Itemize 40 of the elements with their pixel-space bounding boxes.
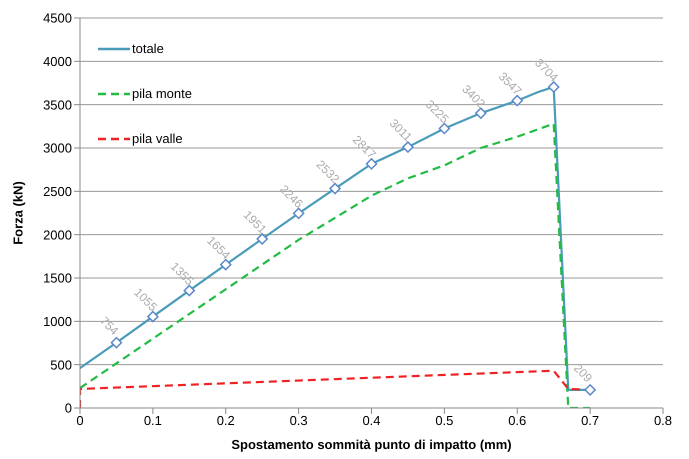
x-tick-label: 0.4: [362, 413, 381, 428]
point: [475, 107, 487, 119]
point: [366, 158, 378, 170]
point: [110, 336, 122, 348]
x-tick-label: 0.8: [654, 413, 672, 428]
x-tick-label: 0.1: [144, 413, 162, 428]
x-tick-label: 0.3: [290, 413, 308, 428]
y-tick-label: 3000: [43, 140, 72, 156]
y-axis-title: Forza (kN): [10, 181, 26, 245]
point: [402, 141, 414, 153]
x-axis-title: Spostamento sommità punto di impatto (mm): [231, 437, 512, 452]
point: [512, 94, 523, 106]
point: [184, 284, 196, 296]
y-tick-label: 500: [50, 357, 72, 372]
point: [548, 81, 560, 93]
x-tick-label: 0.2: [216, 413, 235, 428]
legend-label: pila monte: [132, 86, 192, 101]
y-tick-label: 1000: [43, 314, 72, 329]
y-tick-label: 3500: [43, 97, 72, 112]
legend-label: totale: [132, 41, 164, 56]
data-label: 209: [570, 361, 596, 386]
point: [292, 208, 304, 220]
y-tick-label: 4500: [43, 10, 72, 26]
y-tick-label: 2000: [43, 227, 72, 242]
x-tick-label: 0.5: [435, 413, 454, 428]
y-tick-label: 0: [64, 400, 72, 416]
point: [438, 122, 450, 134]
y-tick-label: 4000: [43, 54, 72, 69]
x-tick-label: 0: [76, 413, 84, 428]
point: [329, 182, 341, 194]
point: [147, 310, 159, 322]
x-tick-label: 0.7: [581, 413, 600, 428]
point: [584, 384, 596, 396]
data-label: 754: [97, 314, 122, 338]
x-tick-label: 0.6: [508, 413, 526, 428]
point: [220, 258, 232, 270]
point: [256, 233, 268, 245]
y-tick-label: 2500: [43, 184, 72, 199]
legend-label: pila valle: [132, 131, 183, 146]
y-tick-label: 1500: [43, 270, 72, 286]
